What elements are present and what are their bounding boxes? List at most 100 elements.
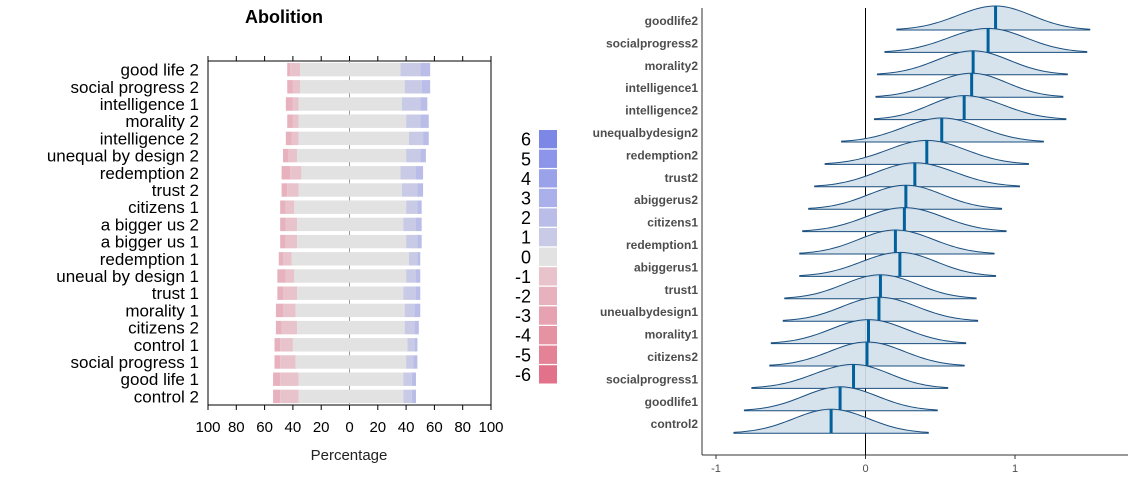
likert-category-label: good life 2 bbox=[121, 61, 199, 80]
likert-bar-negative bbox=[280, 355, 296, 369]
likert-bar-negative bbox=[280, 372, 299, 386]
likert-bar-positive bbox=[414, 303, 421, 318]
likert-category-label: a bigger us 2 bbox=[101, 215, 199, 234]
likert-bar-negative bbox=[287, 183, 299, 197]
likert-bar-positive bbox=[416, 166, 424, 180]
legend-swatch bbox=[539, 208, 557, 227]
likert-bar-neutral bbox=[298, 183, 402, 197]
legend-label: -1 bbox=[515, 267, 531, 287]
likert-x-tick-label: 80 bbox=[454, 419, 471, 436]
ridge-category-label: control2 bbox=[651, 417, 699, 431]
ridge-category-label: redemption1 bbox=[626, 238, 698, 252]
likert-bar-negative bbox=[281, 183, 288, 197]
likert-bar-negative bbox=[282, 252, 292, 266]
likert-bar-positive bbox=[420, 62, 431, 77]
legend-swatch bbox=[539, 326, 557, 345]
likert-bar-positive bbox=[420, 114, 429, 128]
legend-swatch bbox=[539, 169, 557, 188]
likert-bar-positive bbox=[421, 80, 431, 94]
legend-label: 0 bbox=[521, 247, 531, 267]
likert-bar-negative bbox=[280, 389, 299, 404]
legend-swatch bbox=[539, 365, 557, 384]
likert-bar-neutral bbox=[292, 338, 408, 352]
likert-bar-negative bbox=[273, 372, 281, 386]
likert-bar-positive bbox=[406, 269, 417, 283]
likert-bar-negative bbox=[282, 286, 298, 300]
likert-bar-negative bbox=[273, 389, 281, 404]
likert-bar-negative bbox=[280, 234, 286, 249]
ridge-density bbox=[873, 95, 1067, 121]
likert-bar-negative bbox=[287, 80, 293, 94]
likert-x-tick-label: 60 bbox=[256, 419, 273, 436]
likert-bar-negative bbox=[280, 338, 293, 352]
legend-label: 6 bbox=[521, 130, 531, 150]
likert-category-label: trust 2 bbox=[152, 181, 199, 200]
ridge-category-label: citizens2 bbox=[647, 350, 698, 364]
likert-category-label: redemption 1 bbox=[100, 250, 199, 269]
likert-bar-negative bbox=[285, 234, 298, 249]
likert-bar-positive bbox=[417, 234, 422, 249]
likert-bar-negative bbox=[278, 252, 283, 266]
legend-swatch bbox=[539, 306, 557, 325]
likert-category-label: citizens 1 bbox=[128, 198, 199, 217]
likert-x-tick-label: 40 bbox=[285, 419, 302, 436]
likert-bar-negative bbox=[280, 217, 286, 232]
likert-bar-positive bbox=[406, 355, 414, 369]
likert-bar-positive bbox=[417, 200, 422, 214]
likert-bar-neutral bbox=[291, 252, 409, 266]
legend-swatch bbox=[539, 130, 557, 149]
likert-bar-negative bbox=[277, 269, 286, 283]
ridge-category-label: unequalbydesign2 bbox=[593, 126, 699, 140]
ridge-density bbox=[814, 162, 1020, 188]
likert-category-label: intelligence 2 bbox=[100, 129, 199, 148]
likert-bar-positive bbox=[406, 114, 421, 128]
ridge-category-label: socialprogress1 bbox=[606, 372, 698, 386]
ridge-category-label: morality2 bbox=[645, 59, 699, 73]
likert-bar-negative bbox=[285, 269, 295, 283]
likert-bar-negative bbox=[282, 148, 289, 163]
likert-category-label: control 2 bbox=[134, 387, 199, 406]
likert-bar-negative bbox=[274, 338, 281, 352]
likert-bar-neutral bbox=[294, 269, 407, 283]
likert-bar-neutral bbox=[299, 62, 401, 77]
likert-category-label: social progress 2 bbox=[70, 78, 199, 97]
ridge-category-label: uneualbydesign1 bbox=[600, 305, 698, 319]
likert-bar-neutral bbox=[294, 200, 407, 214]
legend-label: 2 bbox=[521, 208, 531, 228]
likert-bar-neutral bbox=[301, 166, 401, 180]
likert-x-tick-label: 60 bbox=[426, 419, 443, 436]
likert-bar-neutral bbox=[298, 114, 407, 128]
likert-bar-positive bbox=[416, 286, 421, 300]
legend-swatch bbox=[539, 149, 557, 168]
likert-bar-negative bbox=[282, 303, 296, 318]
likert-bar-neutral bbox=[298, 389, 404, 404]
likert-bar-positive bbox=[403, 372, 412, 386]
likert-bar-positive bbox=[406, 234, 418, 249]
likert-bar-positive bbox=[408, 252, 418, 266]
likert-bar-neutral bbox=[298, 131, 409, 146]
likert-bar-positive bbox=[403, 389, 412, 404]
likert-bar-positive bbox=[420, 97, 428, 111]
likert-category-label: a bigger us 1 bbox=[101, 233, 199, 252]
ridge-category-label: goodlife2 bbox=[645, 14, 699, 28]
likert-x-tick-label: 0 bbox=[345, 419, 353, 436]
legend-label: -2 bbox=[515, 286, 531, 306]
likert-bar-positive bbox=[403, 286, 417, 300]
likert-bar-positive bbox=[411, 372, 417, 386]
likert-bar-positive bbox=[406, 148, 421, 163]
ridge-density bbox=[751, 363, 949, 389]
likert-bar-negative bbox=[275, 303, 283, 318]
likert-category-label: unequal by design 2 bbox=[47, 147, 199, 166]
likert-bar-negative bbox=[280, 200, 286, 214]
likert-title: Abolition bbox=[245, 7, 323, 27]
ridge-category-label: intelligence1 bbox=[625, 81, 698, 95]
likert-bar-negative bbox=[285, 97, 293, 111]
likert-category-label: intelligence 1 bbox=[100, 95, 199, 114]
likert-x-tick-label: 20 bbox=[313, 419, 330, 436]
likert-bar-negative bbox=[290, 62, 300, 77]
likert-bar-negative bbox=[287, 114, 293, 128]
likert-bar-positive bbox=[400, 62, 421, 77]
likert-bar-negative bbox=[290, 166, 302, 180]
ridge-density bbox=[884, 27, 1088, 53]
